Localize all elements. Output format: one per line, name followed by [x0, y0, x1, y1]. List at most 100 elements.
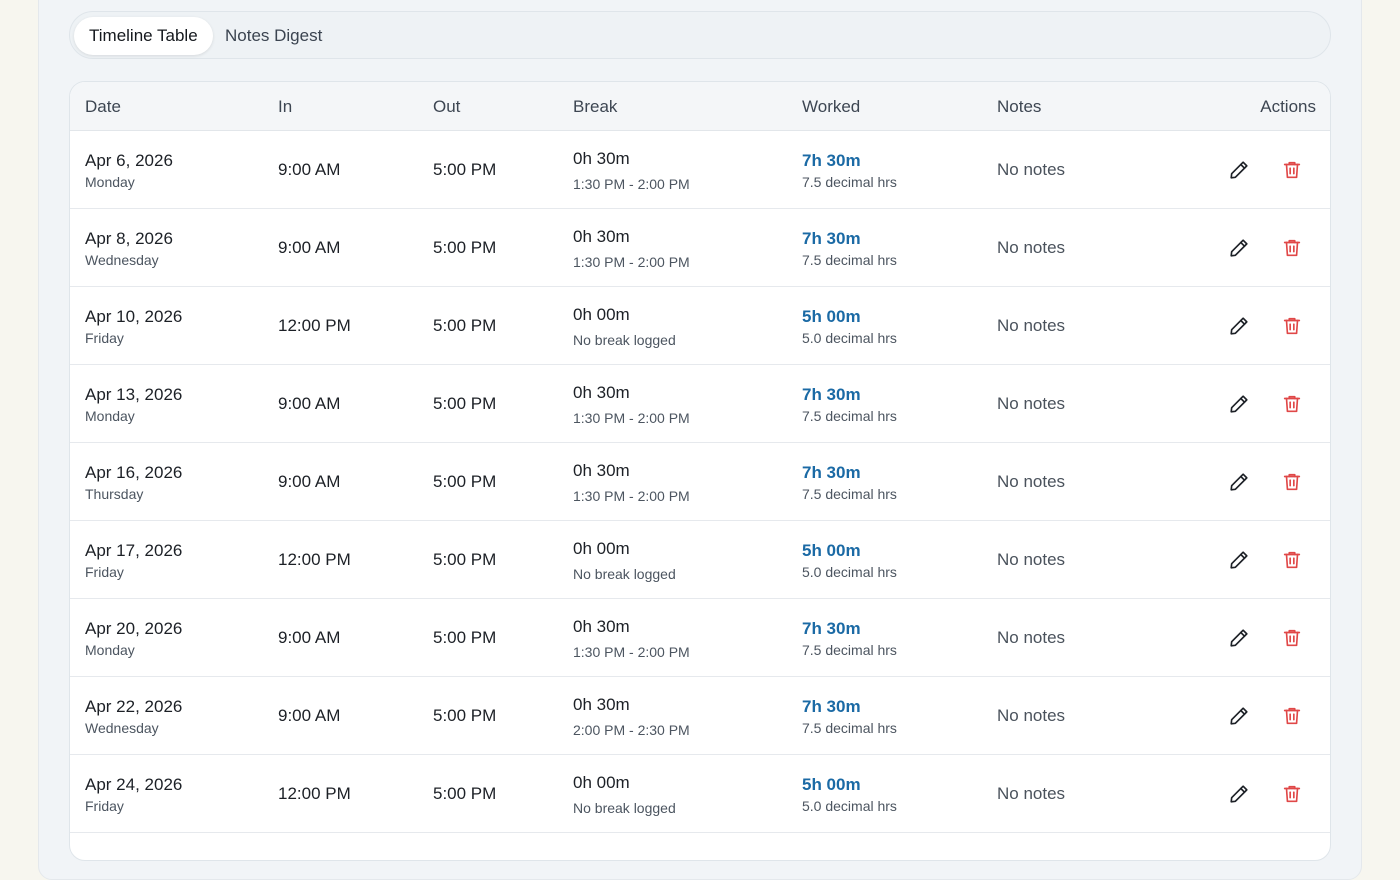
clock-out-text: 5:00 PM: [433, 706, 497, 725]
break-duration-text: 0h 30m: [573, 695, 630, 714]
pencil-icon[interactable]: [1225, 390, 1253, 418]
break-duration-text: 0h 30m: [573, 383, 630, 402]
header-break: Break: [573, 97, 618, 116]
clock-in-text: 9:00 AM: [278, 238, 341, 257]
weekday-text: Monday: [85, 174, 135, 190]
pencil-icon[interactable]: [1225, 546, 1253, 574]
header-notes: Notes: [997, 97, 1042, 116]
clock-out-text: 5:00 PM: [433, 784, 497, 803]
worked-duration-text: 7h 30m: [802, 619, 861, 638]
worked-duration-text: 7h 30m: [802, 463, 861, 482]
worked-duration-text: 5h 00m: [802, 775, 861, 794]
clock-out-text: 5:00 PM: [433, 550, 497, 569]
break-duration-text: 0h 30m: [573, 227, 630, 246]
clock-in-text: 9:00 AM: [278, 628, 341, 647]
worked-duration-text: 5h 00m: [802, 307, 861, 326]
clock-out-text: 5:00 PM: [433, 472, 497, 491]
table-row-4: Apr 13, 2026 Monday 9:00 AM 5:00 PM 0h 3…: [70, 365, 1330, 443]
notes-text: No notes: [997, 628, 1066, 647]
weekday-text: Wednesday: [85, 720, 159, 736]
table-header: Date In Out Break Worked Notes Actions: [70, 82, 1330, 131]
break-duration-text: 0h 00m: [573, 305, 630, 324]
tab-notes-digest[interactable]: Notes Digest: [225, 26, 323, 45]
trash-icon[interactable]: [1278, 390, 1306, 418]
break-window-text: 1:30 PM - 2:00 PM: [573, 254, 690, 270]
notes-text: No notes: [997, 316, 1066, 335]
tab-timeline-table[interactable]: Timeline Table: [74, 17, 213, 55]
worked-decimal-text: 7.5 decimal hrs: [802, 720, 897, 736]
trash-icon[interactable]: [1278, 468, 1306, 496]
clock-in-text: 12:00 PM: [278, 316, 351, 335]
weekday-text: Wednesday: [85, 252, 159, 268]
notes-text: No notes: [997, 472, 1066, 491]
header-in: In: [278, 97, 293, 116]
date-text: Apr 8, 2026: [85, 229, 173, 248]
view-tabs: Timeline Table Notes Digest: [69, 11, 1331, 59]
trash-icon[interactable]: [1278, 234, 1306, 262]
date-text: Apr 13, 2026: [85, 385, 183, 404]
trash-icon[interactable]: [1278, 546, 1306, 574]
table-row-9: Apr 24, 2026 Friday 12:00 PM 5:00 PM 0h …: [70, 755, 1330, 833]
worked-duration-text: 7h 30m: [802, 229, 861, 248]
timeline-table: Date In Out Break Worked Notes Actions A…: [69, 81, 1331, 861]
weekday-text: Friday: [85, 798, 124, 814]
worked-decimal-text: 7.5 decimal hrs: [802, 642, 897, 658]
header-out: Out: [433, 97, 461, 116]
worked-decimal-text: 5.0 decimal hrs: [802, 798, 897, 814]
pencil-icon[interactable]: [1225, 624, 1253, 652]
pencil-icon[interactable]: [1225, 156, 1253, 184]
worked-decimal-text: 7.5 decimal hrs: [802, 408, 897, 424]
date-text: Apr 22, 2026: [85, 697, 183, 716]
date-text: Apr 16, 2026: [85, 463, 183, 482]
clock-in-text: 9:00 AM: [278, 472, 341, 491]
break-window-text: No break logged: [573, 566, 676, 582]
date-text: Apr 10, 2026: [85, 307, 183, 326]
table-row-7: Apr 20, 2026 Monday 9:00 AM 5:00 PM 0h 3…: [70, 599, 1330, 677]
weekday-text: Friday: [85, 330, 124, 346]
pencil-icon[interactable]: [1225, 468, 1253, 496]
pencil-icon[interactable]: [1225, 780, 1253, 808]
clock-out-text: 5:00 PM: [433, 160, 497, 179]
break-window-text: 1:30 PM - 2:00 PM: [573, 644, 690, 660]
weekday-text: Monday: [85, 408, 135, 424]
worked-decimal-text: 5.0 decimal hrs: [802, 330, 897, 346]
trash-icon[interactable]: [1278, 702, 1306, 730]
break-window-text: No break logged: [573, 800, 676, 816]
table-row-8: Apr 22, 2026 Wednesday 9:00 AM 5:00 PM 0…: [70, 677, 1330, 755]
weekday-text: Thursday: [85, 486, 144, 502]
break-window-text: 1:30 PM - 2:00 PM: [573, 176, 690, 192]
header-worked: Worked: [802, 97, 861, 116]
clock-in-text: 9:00 AM: [278, 706, 341, 725]
break-duration-text: 0h 30m: [573, 149, 630, 168]
pencil-icon[interactable]: [1225, 234, 1253, 262]
break-window-text: 2:00 PM - 2:30 PM: [573, 722, 690, 738]
weekday-text: Monday: [85, 642, 135, 658]
clock-out-text: 5:00 PM: [433, 394, 497, 413]
clock-in-text: 9:00 AM: [278, 394, 341, 413]
trash-icon[interactable]: [1278, 156, 1306, 184]
trash-icon[interactable]: [1278, 780, 1306, 808]
table-row-2: Apr 8, 2026 Wednesday 9:00 AM 5:00 PM 0h…: [70, 209, 1330, 287]
date-text: Apr 24, 2026: [85, 775, 183, 794]
weekday-text: Friday: [85, 564, 124, 580]
clock-out-text: 5:00 PM: [433, 238, 497, 257]
worked-duration-text: 5h 00m: [802, 541, 861, 560]
header-date: Date: [85, 97, 121, 116]
notes-text: No notes: [997, 238, 1066, 257]
notes-text: No notes: [997, 784, 1066, 803]
break-window-text: 1:30 PM - 2:00 PM: [573, 488, 690, 504]
pencil-icon[interactable]: [1225, 312, 1253, 340]
clock-out-text: 5:00 PM: [433, 628, 497, 647]
break-window-text: No break logged: [573, 332, 676, 348]
break-duration-text: 0h 30m: [573, 461, 630, 480]
worked-decimal-text: 7.5 decimal hrs: [802, 252, 897, 268]
break-duration-text: 0h 00m: [573, 773, 630, 792]
worked-duration-text: 7h 30m: [802, 697, 861, 716]
break-window-text: 1:30 PM - 2:00 PM: [573, 410, 690, 426]
notes-text: No notes: [997, 394, 1066, 413]
pencil-icon[interactable]: [1225, 702, 1253, 730]
table-row-1: Apr 6, 2026 Monday 9:00 AM 5:00 PM 0h 30…: [70, 131, 1330, 209]
trash-icon[interactable]: [1278, 624, 1306, 652]
trash-icon[interactable]: [1278, 312, 1306, 340]
date-text: Apr 6, 2026: [85, 151, 173, 170]
